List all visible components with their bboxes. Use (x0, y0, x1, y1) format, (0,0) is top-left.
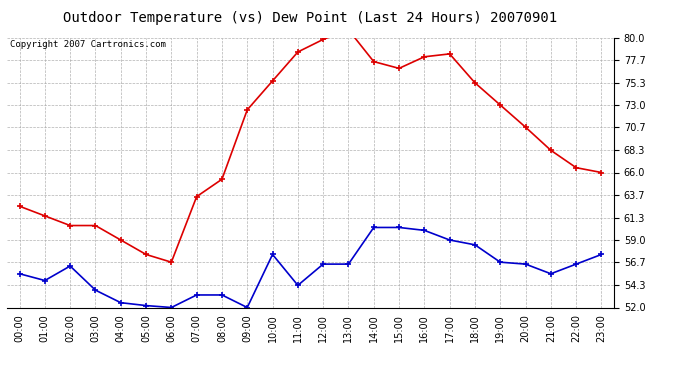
Text: Outdoor Temperature (vs) Dew Point (Last 24 Hours) 20070901: Outdoor Temperature (vs) Dew Point (Last… (63, 11, 558, 25)
Text: Copyright 2007 Cartronics.com: Copyright 2007 Cartronics.com (10, 40, 166, 49)
